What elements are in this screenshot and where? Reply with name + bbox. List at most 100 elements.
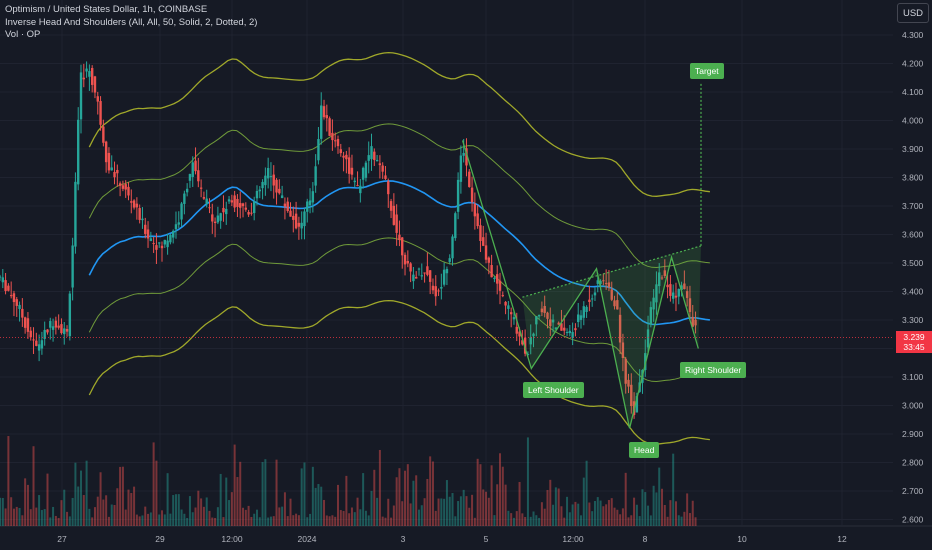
candle-body [373, 151, 376, 160]
legend-indicator[interactable]: Inverse Head And Shoulders (All, All, 50… [5, 16, 258, 28]
candle-body [473, 203, 477, 217]
candle-body [18, 304, 21, 309]
volume-bar [683, 511, 686, 526]
candle-body [297, 222, 301, 227]
volume-bar [674, 501, 677, 526]
volume-bar [479, 464, 482, 526]
candle-body [202, 197, 206, 199]
volume-bar [342, 510, 345, 526]
candle-body [448, 258, 451, 262]
volume-bar [289, 498, 292, 526]
volume-bar [121, 466, 124, 526]
y-tick-label: 4.000 [902, 116, 924, 126]
volume-bar [130, 492, 133, 526]
volume-bar [599, 500, 602, 526]
candle-body [389, 201, 393, 211]
volume-bar [267, 517, 270, 526]
volume-bar [616, 509, 619, 526]
candle-body [560, 323, 563, 331]
volume-bar [49, 517, 52, 526]
candle-body [557, 322, 560, 325]
candle-body [185, 188, 189, 193]
candle-body [113, 171, 116, 178]
candle-body [331, 132, 334, 141]
volume-bar [526, 437, 529, 526]
volume-bar [135, 514, 138, 526]
candle-body [353, 180, 356, 183]
volume-bar [314, 487, 317, 526]
volume-bar [239, 461, 242, 526]
volume-bar [409, 503, 412, 526]
candle-body [177, 222, 180, 225]
x-tick-label: 2024 [298, 534, 317, 544]
volume-bar [431, 461, 434, 526]
volume-bar [448, 496, 451, 526]
volume-bar [401, 501, 404, 526]
x-tick-label: 12:00 [221, 534, 243, 544]
volume-bar [557, 488, 560, 526]
volume-bar [286, 516, 289, 526]
volume-bar [404, 470, 407, 526]
volume-bar [323, 499, 326, 526]
candle-body [65, 328, 69, 332]
volume-bar [68, 516, 71, 526]
candle-body [308, 200, 312, 206]
legend-symbol[interactable]: Optimism / United States Dollar, 1h, COI… [5, 4, 208, 15]
candle-body [551, 319, 555, 323]
candle-body [691, 316, 694, 327]
candle-body [292, 215, 295, 220]
volume-bar [392, 505, 395, 526]
volume-bar [691, 500, 694, 526]
volume-bar [194, 507, 197, 526]
candle-body [227, 199, 231, 202]
volume-bar [652, 485, 655, 526]
candle-body [549, 319, 552, 327]
candle-body [509, 312, 513, 315]
candle-body [493, 277, 496, 280]
volume-bar [242, 507, 245, 526]
candle-body [180, 203, 183, 220]
volume-bar [465, 496, 468, 526]
candle-body [132, 200, 136, 208]
volume-bar [529, 516, 532, 526]
currency-button[interactable]: USD [897, 3, 929, 23]
candle-body [213, 221, 217, 224]
x-tick-label: 29 [155, 534, 165, 544]
candle-body [71, 245, 74, 288]
volume-bar [74, 462, 77, 526]
volume-bar [186, 517, 189, 526]
candle-body [563, 327, 566, 331]
volume-bar [63, 489, 66, 526]
volume-bar [543, 508, 546, 526]
candle-body [169, 235, 172, 243]
volume-bar [426, 478, 429, 526]
candle-body [610, 289, 613, 300]
legend-volume[interactable]: Vol · OP [5, 29, 41, 40]
candle-body [230, 200, 234, 203]
volume-bar [638, 516, 641, 526]
candle-body [658, 272, 661, 287]
candle-body [663, 270, 667, 276]
y-tick-label: 3.500 [902, 258, 924, 268]
candle-body [599, 280, 602, 284]
candle-body [236, 198, 239, 207]
candle-body [618, 314, 622, 343]
candle-body [166, 240, 169, 248]
volume-bar [680, 516, 683, 526]
volume-bar [596, 497, 599, 526]
volume-bar [24, 478, 27, 526]
candle-body [596, 280, 599, 284]
chart-legend: Optimism / United States Dollar, 1h, COI… [5, 4, 257, 42]
volume-bar [183, 513, 186, 526]
candle-body [141, 218, 144, 221]
candle-body [171, 230, 175, 238]
candle-body [590, 298, 594, 300]
volume-bar [468, 507, 471, 526]
candle-body [26, 318, 30, 332]
volume-bar [174, 494, 177, 526]
volume-bar [376, 497, 379, 526]
candle-body [401, 237, 404, 256]
candle-body [322, 106, 326, 118]
candle-body [406, 260, 410, 264]
